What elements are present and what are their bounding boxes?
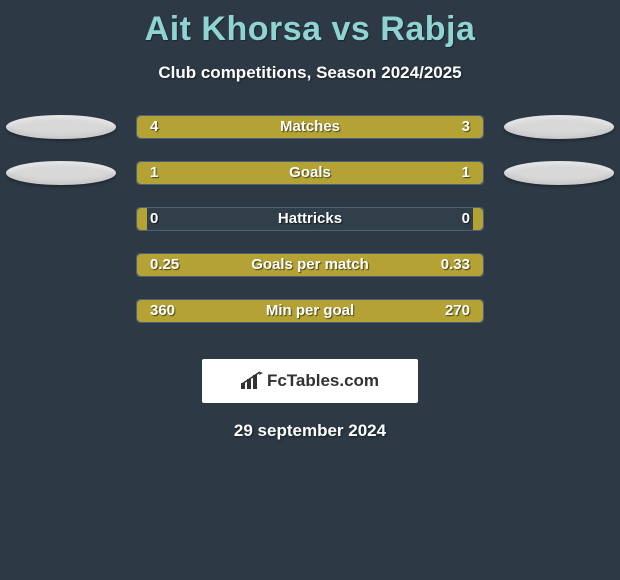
subtitle: Club competitions, Season 2024/2025 (0, 63, 620, 83)
footer-date: 29 september 2024 (0, 421, 620, 441)
brand-badge[interactable]: FcTables.com (202, 359, 418, 403)
team-badge-left (6, 161, 116, 185)
stat-row: 360270Min per goal (0, 299, 620, 345)
team-badge-right (504, 161, 614, 185)
stat-bar: 11Goals (136, 161, 484, 185)
stat-label: Matches (136, 115, 484, 139)
stat-row: 43Matches (0, 115, 620, 161)
brand-text: FcTables.com (267, 371, 379, 391)
page-title: Ait Khorsa vs Rabja (0, 0, 620, 49)
stat-rows: 43Matches 11Goals 00Hattricks 0.250.33Goals… (0, 115, 620, 345)
stat-bar: 0.250.33Goals per match (136, 253, 484, 277)
comparison-card: Ait Khorsa vs Rabja Club competitions, S… (0, 0, 620, 580)
stat-label: Goals per match (136, 253, 484, 277)
stat-row: 0.250.33Goals per match (0, 253, 620, 299)
team-badge-right (504, 115, 614, 139)
stat-bar: 43Matches (136, 115, 484, 139)
stat-label: Goals (136, 161, 484, 185)
stat-row: 11Goals (0, 161, 620, 207)
bars-icon (241, 371, 263, 391)
stat-bar: 360270Min per goal (136, 299, 484, 323)
stat-label: Hattricks (136, 207, 484, 231)
team-badge-left (6, 115, 116, 139)
stat-bar: 00Hattricks (136, 207, 484, 231)
stat-label: Min per goal (136, 299, 484, 323)
stat-row: 00Hattricks (0, 207, 620, 253)
